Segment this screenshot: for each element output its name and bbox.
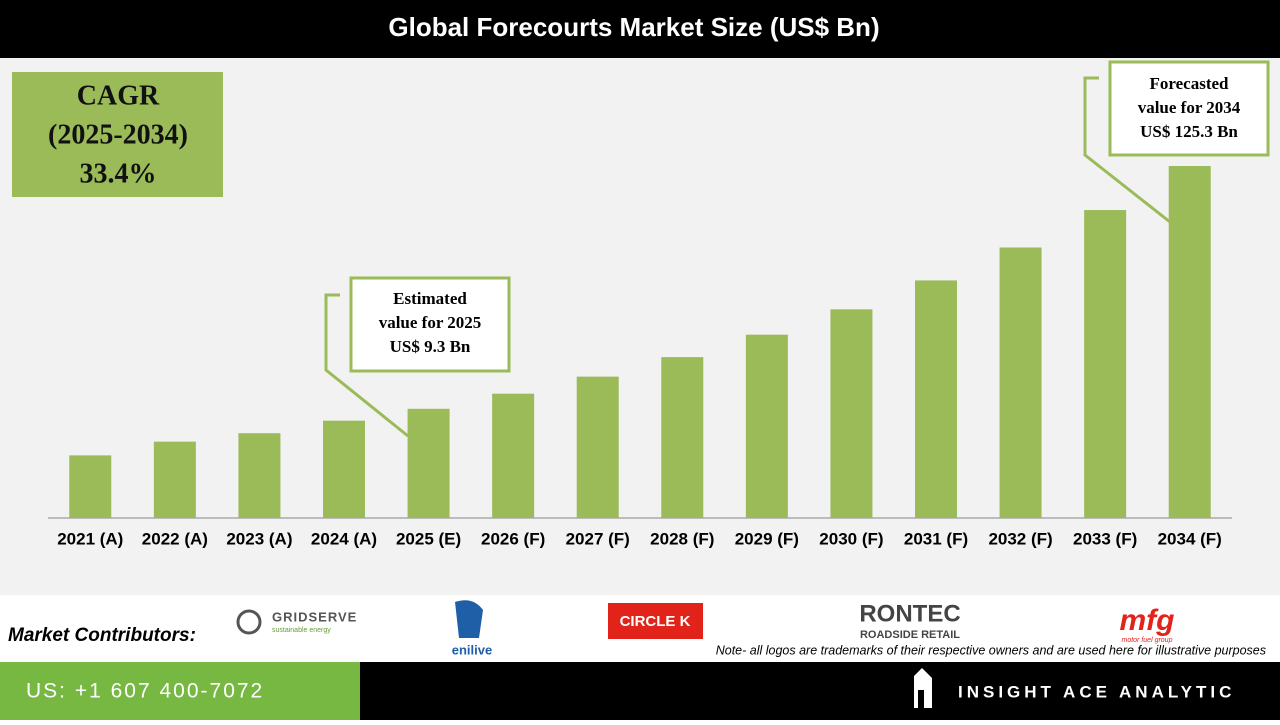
connector — [324, 293, 409, 438]
logo: GRIDSERVE — [272, 609, 357, 624]
bar — [745, 334, 788, 518]
bar — [999, 247, 1042, 518]
logo: ROADSIDE RETAIL — [860, 629, 960, 641]
x-tick-label: 2034 (F) — [1158, 529, 1222, 548]
bar — [153, 441, 196, 518]
bar — [576, 376, 619, 518]
logo-box — [608, 603, 703, 639]
bar — [830, 309, 873, 518]
bar — [407, 408, 450, 518]
annotation-box — [349, 276, 511, 373]
brand-bar — [360, 662, 1280, 720]
x-tick-label: 2031 (F) — [904, 529, 968, 548]
bar — [661, 357, 704, 518]
logo: motor fuel group — [1122, 637, 1173, 644]
x-tick-label: 2028 (F) — [650, 529, 714, 548]
annotation-text: US$ 125.3 Bn — [1140, 122, 1238, 141]
logo: enilive — [452, 642, 492, 657]
bar — [69, 455, 112, 518]
phone: US: +1 607 400-7072 — [26, 680, 264, 703]
x-tick-label: 2024 (A) — [311, 529, 377, 548]
bar — [323, 420, 365, 518]
logo: sustainable energy — [272, 627, 331, 634]
bar — [492, 393, 535, 518]
bar — [1084, 210, 1127, 518]
title-bar — [0, 0, 1280, 58]
x-tick-label: 2032 (F) — [988, 529, 1052, 548]
bar — [238, 433, 281, 518]
x-tick-label: 2022 (A) — [142, 529, 208, 548]
bars: 2021 (A) 2022 (A) 2023 (A) 2024 (A) 2025 (E)… — [57, 166, 1222, 548]
brand: INSIGHT ACE ANALYTIC — [958, 682, 1235, 701]
logo: RONTEC — [859, 600, 960, 627]
connector — [1083, 76, 1171, 224]
annotation-text: value for 2034 — [1138, 98, 1241, 117]
logo-icon — [236, 609, 262, 635]
x-tick-label: 2030 (F) — [819, 529, 883, 548]
cagr-value: 33.4% — [80, 158, 157, 189]
note: Note- all logos are trademarks of their … — [716, 643, 1266, 657]
bar — [915, 280, 957, 518]
x-tick-label: 2033 (F) — [1073, 529, 1137, 548]
annotation-text: Forecasted — [1150, 74, 1230, 93]
x-tick-label: 2026 (F) — [481, 529, 545, 548]
annotation-text: US$ 9.3 Bn — [390, 337, 471, 356]
annotation-text: value for 2025 — [379, 313, 482, 332]
logo-icon — [455, 600, 483, 638]
x-tick-label: 2025 (E) — [396, 529, 461, 548]
annotation-text: Estimated — [393, 289, 467, 308]
bar — [1168, 166, 1211, 518]
cagr-label: CAGR — [77, 80, 160, 111]
x-tick-label: 2027 (F) — [566, 529, 630, 548]
phone-bar — [0, 662, 360, 720]
x-tick-label: 2023 (A) — [226, 529, 292, 548]
x-tick-label: 2029 (F) — [735, 529, 799, 548]
contributors-label: Market Contributors: — [8, 625, 196, 646]
cagr-period: (2025-2034) — [48, 119, 188, 150]
logo: mfg — [1120, 604, 1175, 637]
x-tick-label: 2021 (A) — [57, 529, 123, 548]
annotation-box — [1108, 60, 1270, 157]
chart-title: Global Forecourts Market Size (US$ Bn) — [388, 12, 879, 42]
logo: CIRCLE K — [620, 613, 691, 630]
cagr-box — [12, 72, 223, 197]
brand-icon — [914, 668, 932, 708]
